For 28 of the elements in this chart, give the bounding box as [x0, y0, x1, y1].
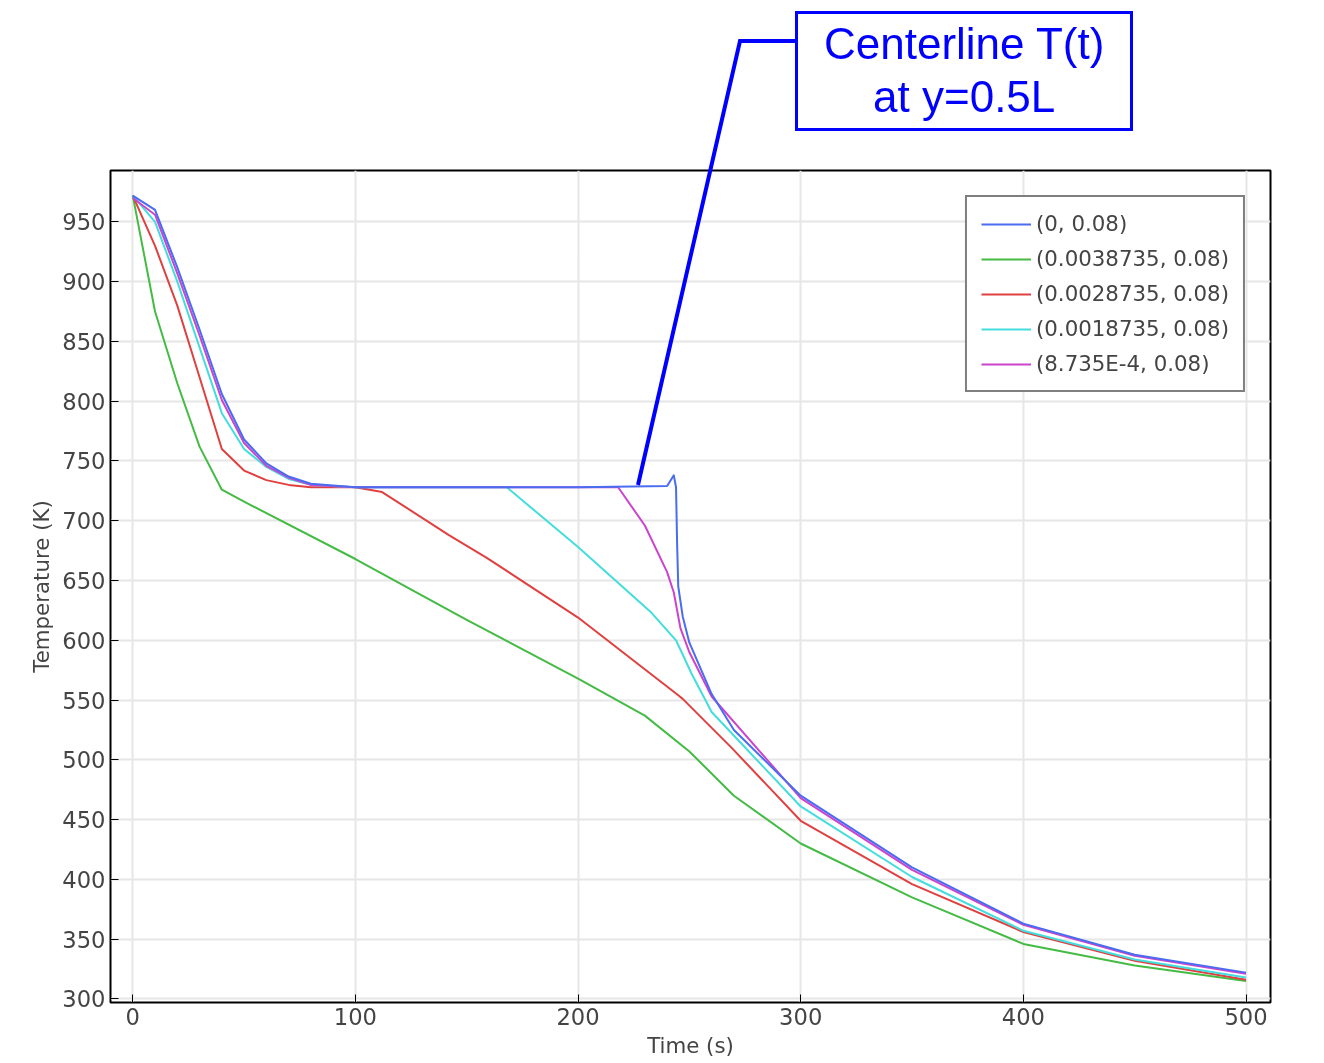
- y-tick-label: 350: [62, 926, 106, 953]
- y-tick-label: 450: [62, 807, 106, 834]
- x-tick-label: 100: [333, 1003, 378, 1030]
- y-tick-label: 550: [62, 687, 106, 714]
- y-axis-title: Temperature (K): [29, 500, 55, 674]
- y-tick-label: 600: [62, 627, 106, 654]
- y-tick-label: 750: [62, 448, 106, 475]
- legend-label: (0.0028735, 0.08): [1035, 281, 1229, 306]
- y-tick-label: 300: [62, 986, 106, 1013]
- y-tick-label: 900: [62, 269, 106, 296]
- x-tick-label: 200: [556, 1003, 600, 1030]
- x-tick-label: 400: [1001, 1003, 1045, 1030]
- y-tick-label: 500: [62, 747, 106, 774]
- y-tick-label: 950: [62, 209, 106, 236]
- y-tick-label: 800: [62, 388, 106, 415]
- y-tick-label: 700: [62, 508, 106, 535]
- legend-label: (0, 0.08): [1035, 211, 1128, 236]
- x-tick-label: 0: [125, 1003, 140, 1030]
- legend-label: (8.735E-4, 0.08): [1035, 351, 1210, 376]
- legend-label: (0.0038735, 0.08): [1035, 246, 1229, 271]
- x-tick-label: 300: [779, 1003, 823, 1030]
- y-tick-label: 650: [62, 568, 106, 595]
- y-tick-label: 400: [62, 866, 106, 893]
- x-axis-title: Time (s): [646, 1032, 734, 1058]
- x-tick-label: 500: [1224, 1003, 1268, 1030]
- legend-label: (0.0018735, 0.08): [1035, 316, 1229, 341]
- text: Centerline T(t) at y=0.5L: [795, 11, 1134, 131]
- y-tick-label: 850: [62, 328, 106, 355]
